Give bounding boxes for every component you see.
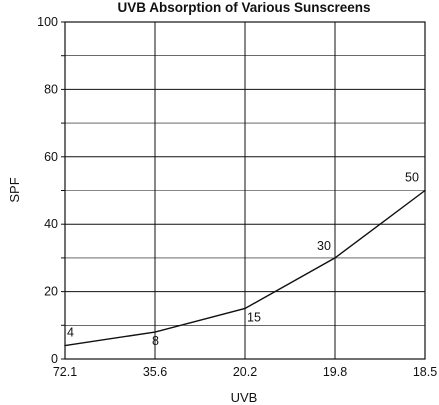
x-tick-label: 19.8 (323, 365, 347, 379)
x-tick-labels: 72.1 35.6 20.2 19.8 18.5 (53, 365, 437, 379)
y-axis-label: SPF (7, 177, 22, 202)
x-tick-label: 35.6 (143, 365, 167, 379)
x-tick-label: 72.1 (53, 365, 77, 379)
y-tick-label: 80 (44, 82, 58, 96)
y-tick-label: 100 (37, 15, 58, 29)
y-tick-label: 60 (44, 150, 58, 164)
data-label: 50 (405, 171, 419, 185)
x-tick-label: 18.5 (413, 365, 437, 379)
x-tick-label: 20.2 (233, 365, 257, 379)
y-tick-label: 0 (51, 352, 58, 366)
data-label: 8 (152, 334, 159, 348)
data-label: 15 (247, 310, 261, 324)
data-point (244, 307, 246, 310)
y-tick-label: 20 (44, 285, 58, 299)
series: 4 8 15 30 50 (64, 171, 426, 348)
data-label: 4 (67, 326, 74, 340)
data-point (424, 189, 426, 192)
chart-title: UVB Absorption of Various Sunscreens (117, 0, 370, 15)
y-tick-labels: 0 20 40 60 80 100 (37, 15, 58, 366)
data-point (64, 344, 66, 347)
data-label: 30 (317, 239, 331, 253)
data-point (334, 257, 336, 259)
x-axis-label: UVB (231, 390, 258, 405)
y-tick-label: 40 (44, 217, 58, 231)
data-point (154, 331, 156, 333)
